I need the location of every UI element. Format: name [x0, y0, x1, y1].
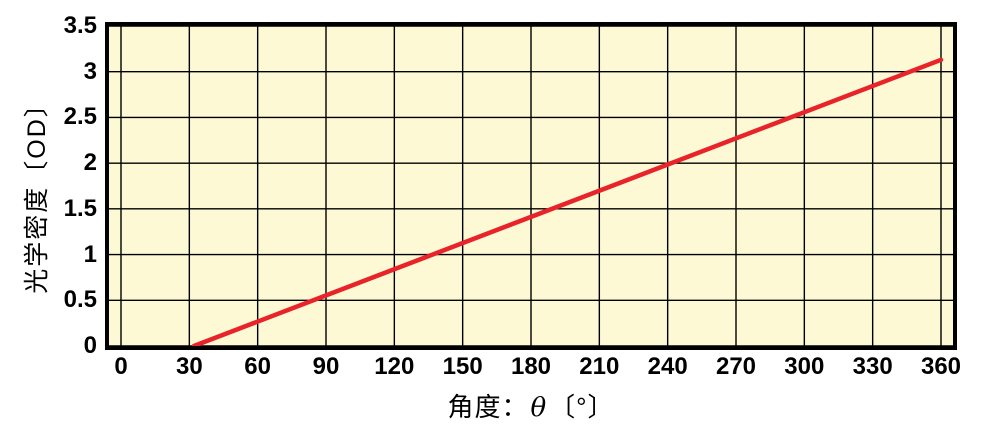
- y-tick-label: 0: [83, 332, 97, 359]
- y-tick-label: 2.5: [63, 103, 97, 131]
- x-axis-title-unit: 〔°〕: [549, 392, 615, 422]
- x-tick-label: 30: [175, 353, 203, 380]
- x-tick-label: 60: [244, 353, 272, 380]
- y-tick-label: 1.5: [63, 194, 97, 222]
- series-line-optical-density: [191, 57, 944, 346]
- theta-symbol: θ: [530, 393, 548, 423]
- y-axis-title: 光学密度〔OD〕: [23, 90, 51, 294]
- x-tick-label: 270: [715, 353, 757, 380]
- y-tick-label: 0.5: [63, 286, 97, 314]
- x-tick-label: 90: [312, 353, 340, 380]
- plot-area: [105, 22, 957, 350]
- y-tick-label: 3: [83, 57, 97, 85]
- x-tick-label: 360: [920, 353, 962, 380]
- x-tick-label: 180: [510, 353, 552, 380]
- x-tick-label: 120: [374, 353, 415, 380]
- x-tick-label: 210: [579, 353, 620, 380]
- x-tick-label: 240: [647, 353, 688, 380]
- x-tick-label: 300: [784, 353, 825, 380]
- y-tick-label: 2: [83, 149, 97, 177]
- y-tick-label: 3.5: [63, 12, 97, 39]
- x-tick-label: 330: [852, 353, 893, 380]
- x-tick-label: 150: [442, 353, 483, 380]
- x-tick-label: 0: [114, 353, 128, 380]
- y-tick-label: 1: [83, 240, 97, 268]
- plot-svg: [109, 26, 953, 346]
- x-axis-title-text: 角度：: [447, 392, 529, 422]
- x-axis-title: 角度：θ〔°〕: [447, 387, 614, 424]
